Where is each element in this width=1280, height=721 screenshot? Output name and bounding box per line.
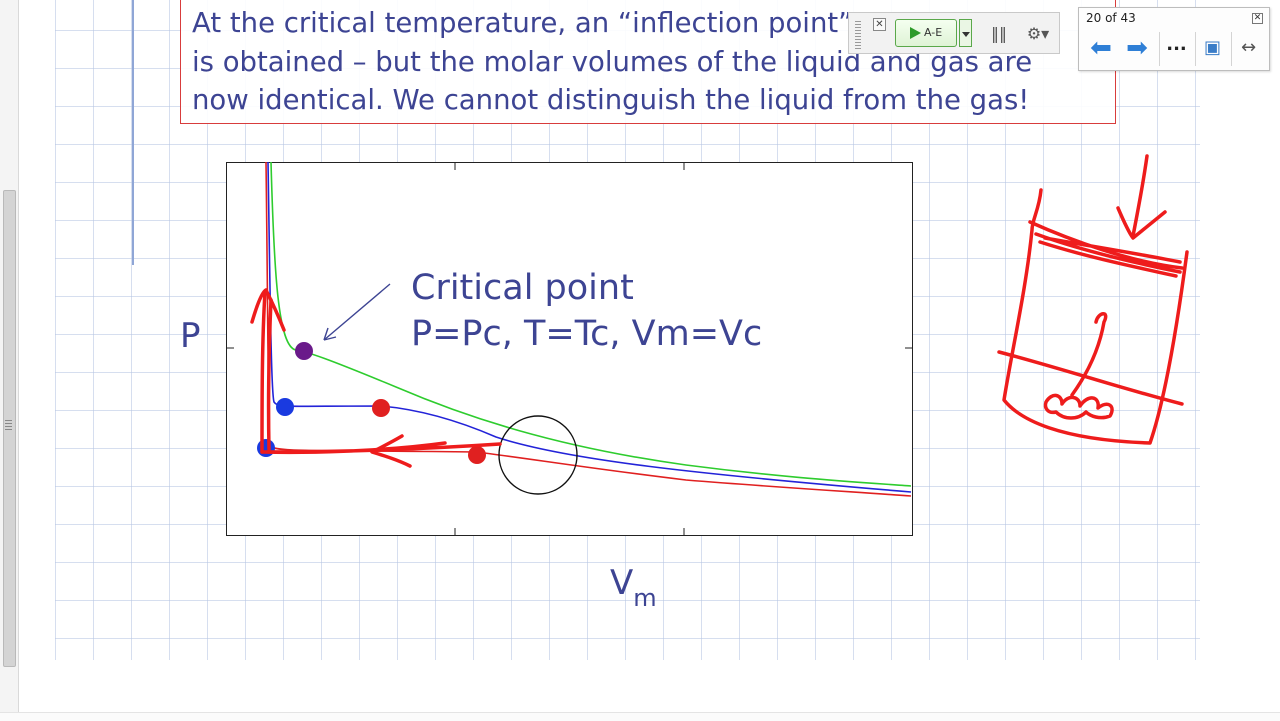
critical-point-circle (498, 415, 578, 495)
monitor-icon[interactable]: ▣ (1195, 32, 1229, 66)
close-icon[interactable]: ✕ (1252, 13, 1263, 24)
slide-text: At the critical temperature, an “inflect… (192, 4, 1092, 120)
ink-up-arrow (250, 288, 286, 454)
x-axis-label-subscript: m (633, 584, 657, 612)
y-axis-label: P (180, 316, 201, 356)
critical-point-detail: P=Pc, T=Tc, Vm=Vc (411, 314, 763, 354)
close-icon[interactable]: ✕ (873, 18, 886, 31)
ink-hook (1070, 312, 1108, 397)
x-axis-label: Vm (610, 563, 657, 612)
red-gas-point-lower (468, 446, 486, 464)
pv-plot-frame (226, 162, 913, 536)
slide-text-line-3: now identical. We cannot distinguish the… (192, 84, 1030, 116)
play-icon (910, 27, 921, 39)
slide-text-line-1: At the critical temperature, an “inflect… (192, 7, 853, 39)
critical-pointer-arrow (323, 283, 391, 341)
ink-piston (1028, 220, 1184, 278)
toolbar-grip-icon[interactable] (855, 21, 861, 49)
ink-liquid-line (997, 350, 1184, 406)
ink-bubbles (1043, 393, 1114, 420)
x-axis-label-main: V (610, 563, 634, 603)
gear-icon[interactable]: ⚙▾ (1026, 24, 1050, 43)
ink-left-arrowhead (370, 434, 412, 468)
play-button-label: A-E (924, 26, 943, 39)
arrow-left-icon[interactable]: ⬅ (1090, 33, 1112, 63)
critical-point-marker (295, 342, 313, 360)
ink-left-arrow (260, 441, 502, 455)
ink-up-arrow-double (266, 298, 273, 452)
vertical-scrollbar[interactable] (0, 0, 19, 720)
ink-piston-arrow (1116, 154, 1167, 240)
critical-pointer-arrowhead (323, 327, 337, 341)
ink-cylinder-left-wall (1002, 188, 1189, 445)
slide-navigation-panel: 20 of 43 ✕ ⬅ ➡ ... ▣ ↔ (1078, 7, 1270, 71)
arrow-right-icon[interactable]: ➡ (1126, 33, 1148, 63)
critical-point-title: Critical point (411, 268, 634, 308)
play-button[interactable]: A-E (895, 19, 957, 47)
bars-icon[interactable]: ‖‖ (991, 24, 1007, 43)
chevron-down-icon[interactable] (959, 19, 972, 47)
red-gas-point-upper (372, 399, 390, 417)
slide-counter: 20 of 43 (1086, 11, 1136, 25)
critical-point-label: Critical point P=Pc, T=Tc, Vm=Vc (411, 265, 762, 357)
blue-isotherm-line (267, 162, 912, 493)
blue-liquid-point (276, 398, 294, 416)
scrollbar-grip-icon (5, 420, 12, 430)
fit-width-icon[interactable]: ↔ (1231, 32, 1265, 66)
ink-toolbar: ✕ A-E ‖‖ ⚙▾ (848, 12, 1060, 54)
page-margin-line (132, 0, 134, 265)
more-icon[interactable]: ... (1159, 32, 1193, 66)
bottom-status-strip (0, 712, 1280, 721)
